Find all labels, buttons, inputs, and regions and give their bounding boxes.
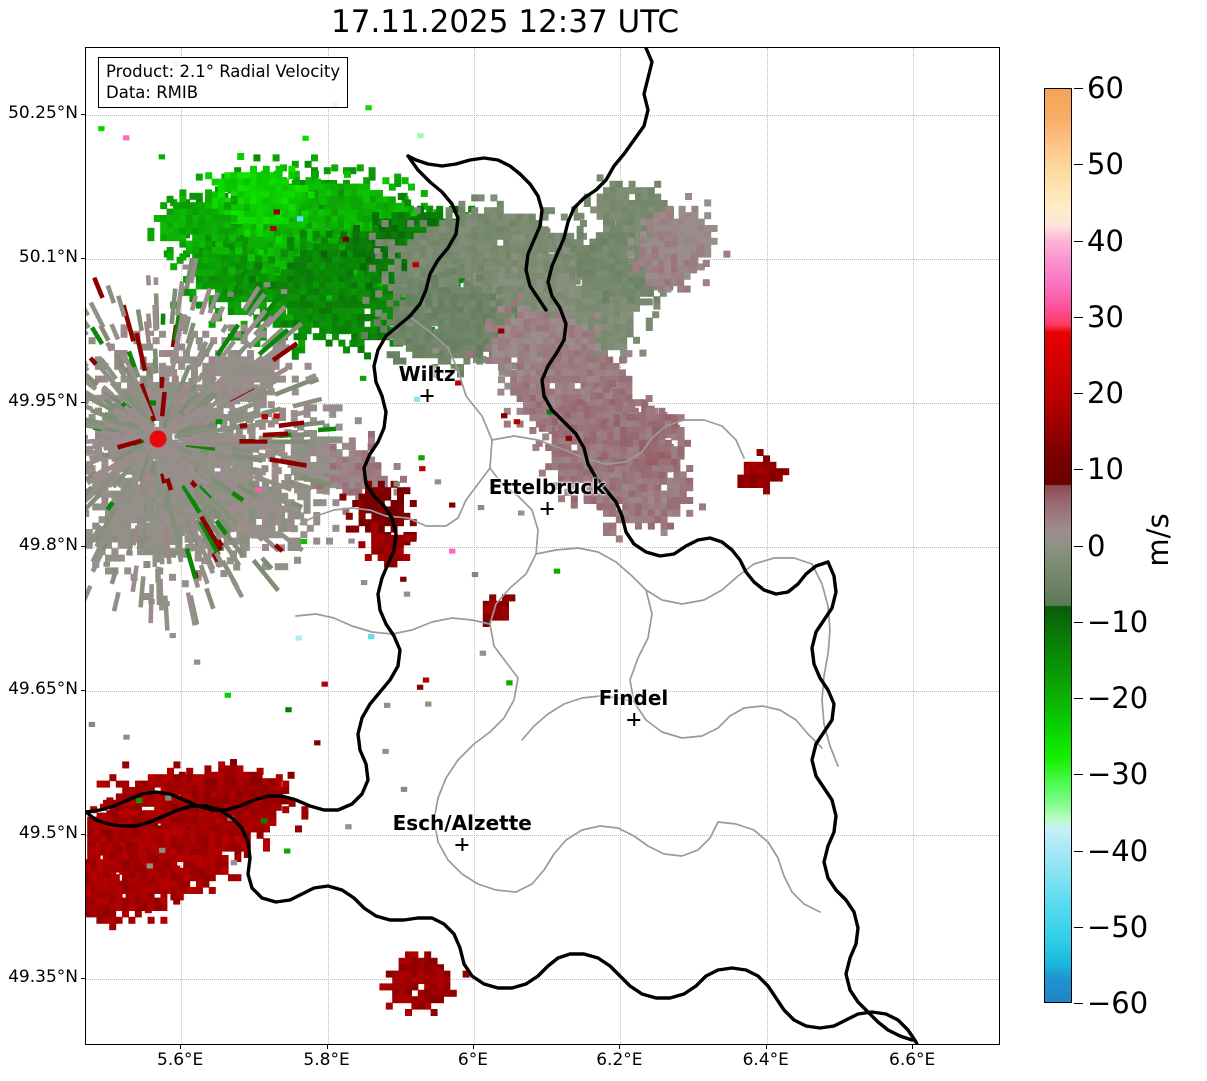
colorbar-tick-mark — [1074, 926, 1083, 928]
x-axis-tick-label: 6°E — [457, 1050, 488, 1070]
colorbar-tick-mark — [1074, 774, 1083, 776]
colorbar-tick-mark — [1074, 621, 1083, 623]
colorbar-tick-mark — [1074, 88, 1083, 89]
colorbar-tick-label: 60 — [1087, 71, 1124, 105]
city-marker-icon — [420, 388, 434, 402]
info-box: Product: 2.1° Radial Velocity Data: RMIB — [98, 57, 349, 109]
y-axis-tick-label: 49.35°N — [8, 966, 78, 987]
gridline-vertical — [327, 48, 329, 1044]
city-label-ettelbruck: Ettelbruck — [489, 475, 606, 515]
colorbar-tick-mark — [1074, 1003, 1083, 1004]
colorbar-unit-label: m/s — [1141, 513, 1175, 567]
x-tick-mark — [619, 1045, 621, 1049]
gridline-vertical — [473, 48, 475, 1044]
gridline-horizontal — [86, 115, 999, 117]
x-axis-tick-label: 6.6°E — [889, 1050, 936, 1070]
y-tick-mark — [81, 689, 85, 691]
city-marker-icon — [455, 837, 469, 851]
x-axis-tick-label: 5.8°E — [303, 1050, 350, 1070]
y-axis-tick-label: 50.25°N — [8, 103, 78, 124]
x-tick-mark — [180, 1045, 182, 1049]
colorbar-tick-mark — [1074, 698, 1083, 699]
colorbar-tick-mark — [1074, 316, 1083, 318]
y-axis-tick-label: 49.5°N — [18, 822, 78, 843]
colorbar-tick-label: −10 — [1087, 604, 1149, 639]
colorbar[interactable] — [1044, 88, 1072, 1003]
city-name-text: Ettelbruck — [488, 474, 606, 499]
info-data-line: Data: RMIB — [106, 83, 199, 103]
y-tick-mark — [81, 977, 85, 979]
city-marker-icon — [627, 713, 641, 727]
x-axis-tick-label: 5.6°E — [157, 1050, 204, 1070]
city-label-wiltz: Wiltz — [399, 362, 456, 402]
y-tick-mark — [81, 114, 85, 116]
colorbar-tick-label: −50 — [1087, 909, 1149, 944]
city-marker-icon — [540, 501, 554, 515]
colorbar-tick-mark — [1074, 164, 1083, 166]
x-tick-mark — [472, 1045, 474, 1049]
x-axis-tick-label: 6.2°E — [596, 1050, 643, 1070]
colorbar-tick-mark — [1074, 240, 1083, 242]
y-axis-tick-label: 50.1°N — [18, 247, 78, 268]
radar-echo-layer — [86, 60, 790, 1016]
gridline-horizontal — [86, 547, 999, 548]
colorbar-tick-label: −60 — [1087, 986, 1149, 1020]
gridline-horizontal — [86, 834, 999, 836]
colorbar-tick-mark — [1074, 469, 1083, 471]
x-tick-mark — [326, 1045, 328, 1049]
page-title: 17.11.2025 12:37 UTC — [331, 4, 679, 40]
colorbar-tick-label: −30 — [1087, 757, 1149, 792]
gridline-vertical — [913, 48, 915, 1044]
gridline-horizontal — [86, 690, 999, 692]
city-label-esch-alzette: Esch/Alzette — [393, 811, 532, 851]
colorbar-gradient — [1044, 88, 1072, 1003]
radar-map-plot[interactable]: Wiltz Ettelbruck Findel Esch/Alzette Produc… — [85, 47, 1000, 1045]
colorbar-tick-mark — [1074, 393, 1083, 394]
x-axis-tick-label: 6.4°E — [742, 1050, 789, 1070]
y-tick-mark — [81, 546, 85, 547]
colorbar-tick-mark — [1074, 545, 1083, 547]
info-product-line: Product: 2.1° Radial Velocity — [106, 62, 341, 81]
gridline-vertical — [766, 48, 768, 1044]
y-tick-mark — [81, 258, 85, 260]
x-tick-mark — [912, 1045, 914, 1049]
map-borders-layer — [86, 48, 919, 1044]
city-name-text: Esch/Alzette — [392, 810, 532, 835]
gridline-horizontal — [86, 978, 999, 980]
city-name-text: Findel — [598, 686, 669, 711]
colorbar-tick-label: 30 — [1087, 299, 1124, 334]
y-axis-tick-label: 49.95°N — [8, 391, 78, 412]
y-tick-mark — [81, 833, 85, 835]
x-tick-mark — [765, 1045, 767, 1049]
city-name-text: Wiltz — [398, 361, 456, 386]
colorbar-tick-label: 0 — [1087, 528, 1106, 563]
colorbar-tick-mark — [1074, 850, 1083, 852]
colorbar-tick-label: 40 — [1087, 223, 1124, 258]
gridline-vertical — [620, 48, 622, 1044]
radar-site-marker — [149, 430, 167, 448]
colorbar-tick-label: −20 — [1087, 681, 1149, 715]
colorbar-tick-label: 50 — [1087, 147, 1124, 182]
colorbar-tick-label: −40 — [1087, 833, 1149, 868]
y-tick-mark — [81, 402, 85, 404]
y-axis-tick-label: 49.65°N — [8, 678, 78, 699]
y-axis-tick-label: 49.8°N — [18, 535, 78, 555]
colorbar-tick-label: 10 — [1087, 452, 1124, 487]
colorbar-tick-label: 20 — [1087, 376, 1124, 410]
city-label-findel: Findel — [598, 686, 669, 727]
